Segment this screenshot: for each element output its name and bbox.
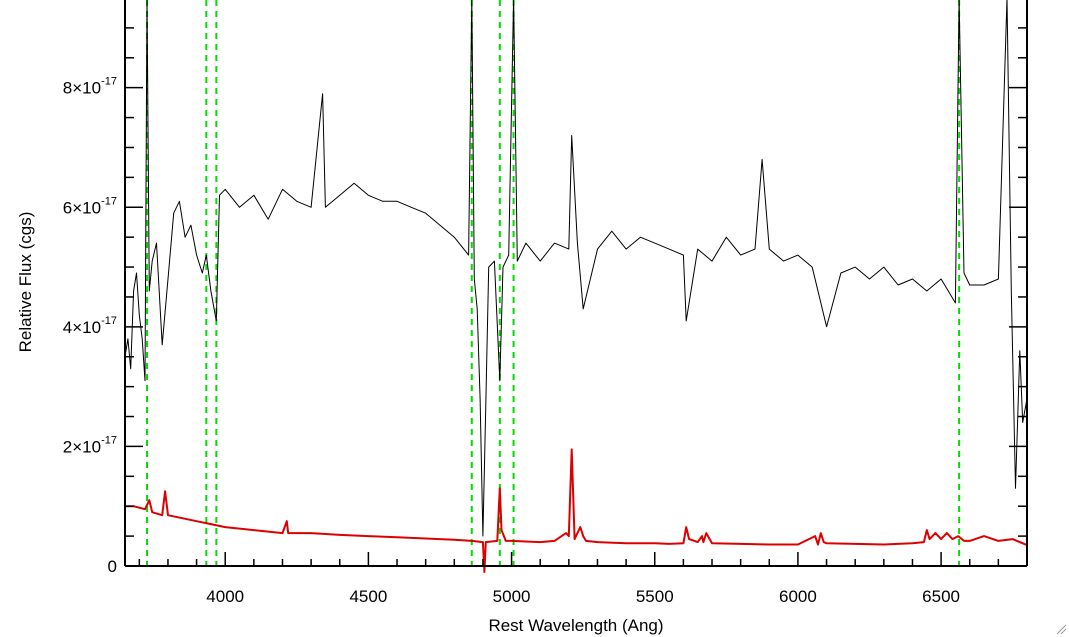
resize-grip-icon[interactable]	[1055, 623, 1067, 635]
y-tick-mantissa: 4×10	[63, 318, 101, 337]
y-tick-label: 2×10-17	[63, 434, 117, 456]
emission-line-markers	[146, 0, 961, 566]
y-tick-exponent: -17	[101, 315, 117, 327]
y-tick-exponent: -17	[101, 76, 117, 88]
y-tick-exponent: -17	[101, 195, 117, 207]
series-line-0	[124, 0, 1028, 537]
x-tick-label: 4500	[349, 587, 387, 606]
y-tick-label: 6×10-17	[63, 195, 117, 217]
y-tick-mantissa: 8×10	[63, 79, 101, 98]
y-tick-label: 0	[108, 557, 117, 576]
y-tick-label: 8×10-17	[63, 76, 117, 98]
y-tick-label: 4×10-17	[63, 315, 117, 337]
y-tick-mantissa: 6×10	[63, 198, 101, 217]
y-tick-exponent: -17	[101, 434, 117, 446]
series-line-1	[125, 448, 1028, 573]
y-axis-ticks: 02×10-174×10-176×10-178×10-17	[63, 27, 1027, 576]
x-tick-label: 6000	[779, 587, 817, 606]
y-tick-mantissa: 2×10	[63, 437, 101, 456]
plot-axes	[124, 0, 1028, 567]
x-tick-label: 5000	[493, 587, 531, 606]
x-axis-label: Rest Wavelength (Ang)	[488, 616, 663, 635]
x-tick-label: 5500	[636, 587, 674, 606]
spectrum-series	[124, 0, 1028, 573]
x-tick-label: 4000	[206, 587, 244, 606]
y-tick-mantissa: 0	[108, 557, 117, 576]
x-tick-label: 6500	[922, 587, 960, 606]
x-axis-ticks: 4000 4500 5000 5500 6000 6500	[138, 552, 1028, 606]
y-axis-label: Relative Flux (cgs)	[16, 212, 35, 353]
